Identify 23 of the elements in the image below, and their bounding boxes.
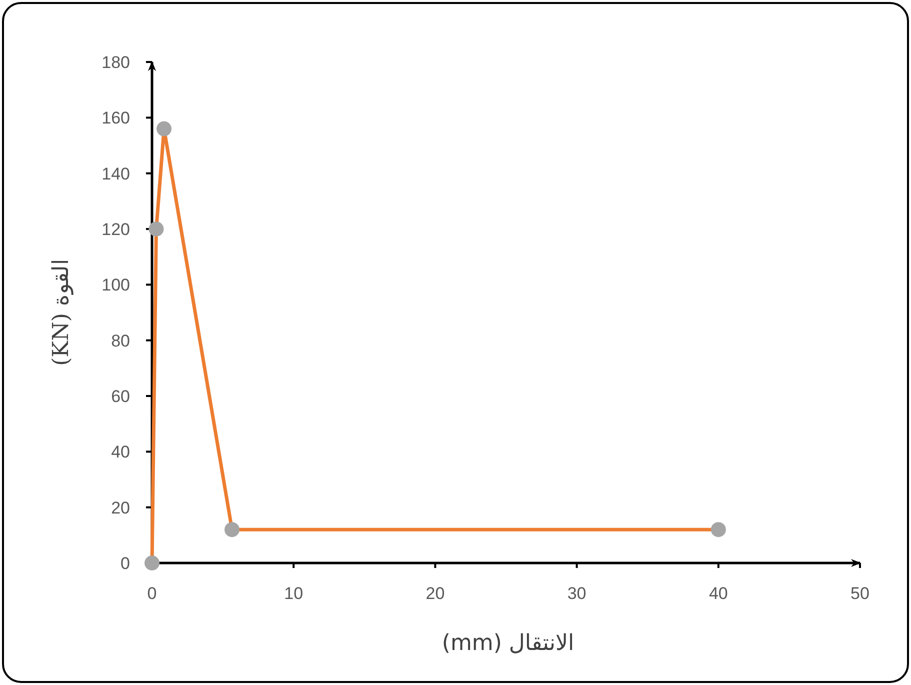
x-axis-title: الانتقال (mm): [442, 631, 574, 656]
x-tick-label: 0: [147, 584, 157, 603]
point: [148, 222, 164, 236]
y-tick-label: 80: [111, 331, 130, 350]
point: [710, 522, 726, 538]
y-tick-label: 40: [111, 442, 130, 462]
point: [224, 522, 240, 538]
y-tick-label: 60: [111, 387, 130, 406]
point: [156, 121, 172, 136]
y-axis-title: القوة (KN): [49, 259, 74, 366]
y-tick-label: 120: [102, 220, 130, 239]
y-tick-label: 160: [102, 108, 130, 128]
x-tick-label: 50: [850, 584, 870, 603]
x-tick-label: 10: [284, 584, 304, 603]
y-tick-label: 20: [111, 498, 130, 518]
x-tick-label: 20: [426, 584, 445, 603]
y-tick-label: 100: [102, 276, 130, 295]
y-tick-label: 140: [102, 164, 130, 184]
y-tick-label: 0: [120, 554, 130, 573]
x-tick-label: 40: [708, 584, 728, 603]
point: [144, 556, 160, 570]
y-tick-label: 180: [102, 53, 130, 72]
x-tick-label: 30: [567, 584, 586, 603]
